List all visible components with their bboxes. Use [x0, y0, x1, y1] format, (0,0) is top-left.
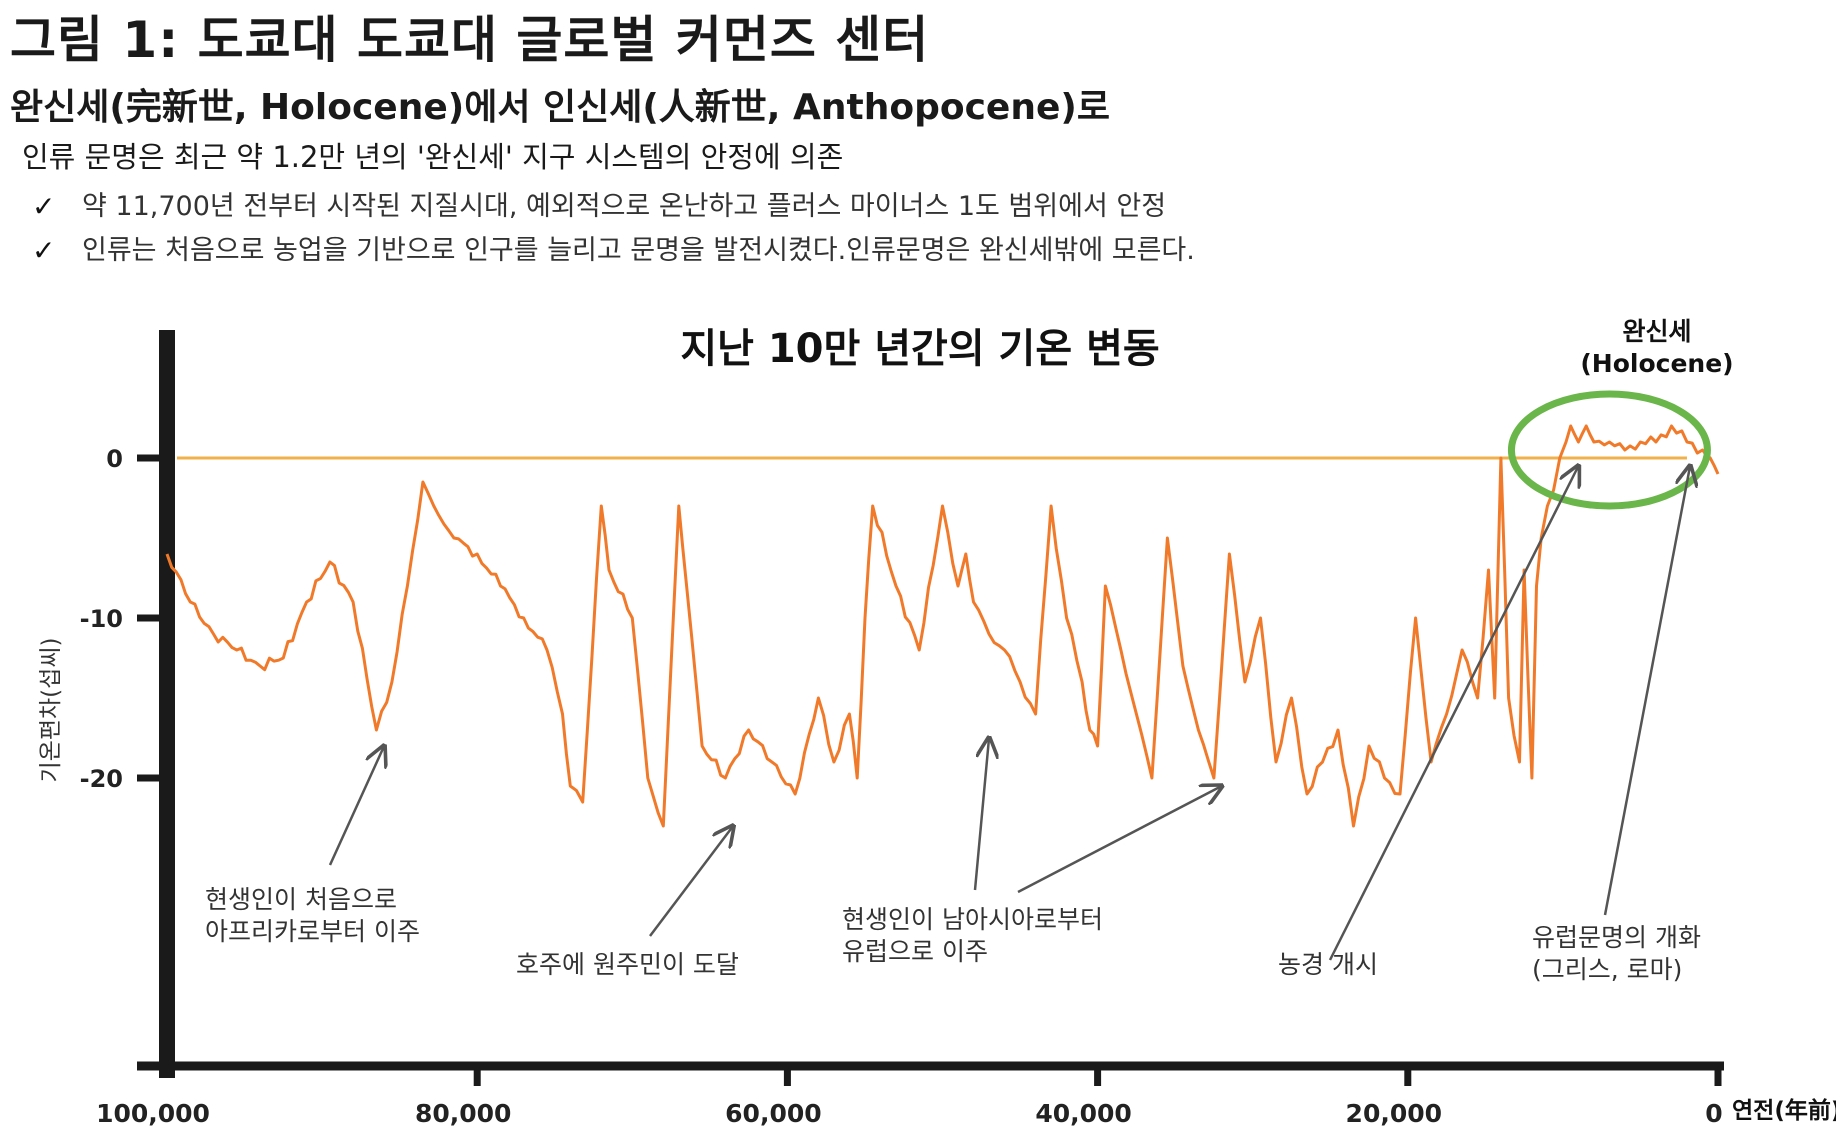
annotation-label: 농경 개시 — [1278, 950, 1378, 979]
x-tick-label: 80,000 — [415, 1099, 511, 1128]
annotation-arrow — [649, 826, 733, 937]
temperature-series-line — [165, 424, 1720, 828]
annotation-arrow — [1017, 786, 1222, 894]
holocene-highlight-circle — [1507, 390, 1711, 510]
annotation-arrow — [973, 738, 989, 891]
page-subtitle: 완신세(完新世, Holocene)에서 인신세(人新世, Anthopocen… — [10, 87, 1110, 128]
bullet-list: ✓ 약 11,700년 전부터 시작된 지질시대, 예외적으로 온난하고 플러스… — [32, 185, 1195, 273]
annotation-arrow — [1328, 466, 1578, 961]
x-tick-label: 100,000 — [96, 1099, 210, 1128]
y-tick-label: -10 — [80, 605, 123, 633]
annotation-arrow — [328, 746, 384, 866]
lead-text: 인류 문명은 최근 약 1.2만 년의 '완신세' 지구 시스템의 안정에 의존 — [22, 140, 844, 174]
annotation-label: 현생인이 처음으로 — [205, 885, 397, 914]
x-tick-label: 60,000 — [725, 1099, 821, 1128]
bullet-text: 약 11,700년 전부터 시작된 지질시대, 예외적으로 온난하고 플러스 마… — [82, 191, 1167, 222]
bullet-item: ✓ 약 11,700년 전부터 시작된 지질시대, 예외적으로 온난하고 플러스… — [32, 185, 1195, 229]
chart-title: 지난 10만 년간의 기온 변동 — [680, 326, 1159, 372]
annotation-label: (그리스, 로마) — [1532, 955, 1682, 984]
plot-area: 100,000 80,000 60,000 40,000 20,000 0 0 -10 -20 현… — [80, 330, 1724, 1128]
x-tick-label: 20,000 — [1346, 1099, 1442, 1128]
annotation-label: 호주에 원주민이 도달 — [516, 950, 739, 979]
bullet-item: ✓ 인류는 처음으로 농업을 기반으로 인구를 늘리고 문명을 발전시켰다.인류… — [32, 229, 1195, 273]
holocene-label-en: (Holocene) — [1580, 349, 1733, 378]
annotation-label: 아프리카로부터 이주 — [205, 917, 420, 946]
x-tick-label: 0 — [1705, 1099, 1722, 1128]
x-tick-label: 40,000 — [1035, 1099, 1131, 1128]
checkmark-icon: ✓ — [32, 190, 56, 223]
bullet-text: 인류는 처음으로 농업을 기반으로 인구를 늘리고 문명을 발전시켰다.인류문명… — [82, 235, 1195, 266]
y-tick-label: 0 — [106, 445, 123, 473]
annotation-label: 현생인이 남아시아로부터 — [842, 905, 1103, 934]
annotation-label: 유럽으로 이주 — [842, 937, 988, 966]
holocene-label: 완신세 — [1622, 317, 1691, 346]
x-axis-label: 연전(年前) — [1732, 1097, 1836, 1124]
annotation-label: 유럽문명의 개화 — [1532, 923, 1701, 952]
y-tick-label: -20 — [80, 765, 123, 793]
checkmark-icon: ✓ — [32, 234, 56, 267]
page-title: 그림 1: 도쿄대 도쿄대 글로벌 커먼즈 센터 — [10, 11, 930, 69]
y-axis-label: 기온편차(섭씨) — [38, 638, 64, 783]
annotation-arrow — [1603, 466, 1690, 916]
